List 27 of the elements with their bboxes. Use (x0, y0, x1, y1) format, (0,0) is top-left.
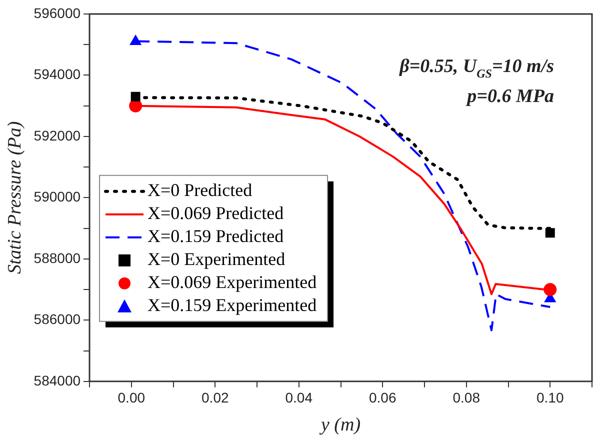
y-tick-label: 586000 (34, 311, 81, 328)
y-tick-label: 590000 (34, 188, 81, 205)
y-tick-label: 588000 (34, 250, 81, 266)
x-tick-label: 0.08 (452, 390, 480, 406)
y-tick-label: 584000 (34, 372, 81, 388)
x-tick-label: 0.04 (285, 390, 313, 406)
legend-label: X=0 Predicted (148, 180, 252, 200)
y-tick-label: 592000 (34, 127, 81, 144)
point (130, 92, 140, 102)
legend-label: X=0.159 Experimented (148, 295, 317, 316)
legend-label: X=0.069 Experimented (148, 272, 317, 292)
legend-label: X=0 Experimented (148, 249, 286, 270)
x-tick-label: 0.02 (202, 390, 229, 406)
x-tick-label: 0.00 (118, 390, 146, 406)
annotation: p=0.6 MPa (465, 86, 554, 107)
point (545, 228, 555, 238)
y-tick-label: 594000 (34, 66, 81, 82)
point (130, 35, 142, 46)
legend-label: X=0.069 Predicted (148, 203, 284, 224)
x-axis-title: y (m) (318, 414, 361, 436)
x-tick-label: 0.10 (536, 390, 564, 406)
legend-label: X=0.159 Predicted (148, 226, 284, 246)
x-tick-label: 0.06 (369, 390, 396, 406)
point (544, 283, 557, 296)
y-tick-label: 596000 (34, 4, 81, 21)
y-axis-title: Static Pressure (Pa) (4, 121, 26, 274)
point (129, 99, 142, 112)
